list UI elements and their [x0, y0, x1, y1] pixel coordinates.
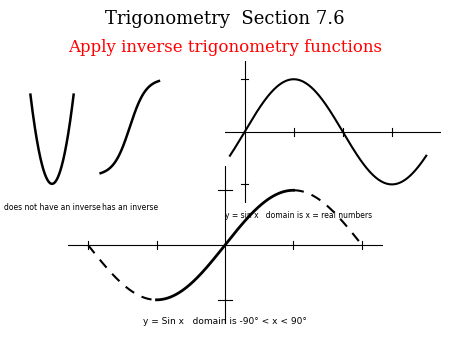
Text: Apply inverse trigonometry functions: Apply inverse trigonometry functions	[68, 39, 382, 56]
Text: Trigonometry  Section 7.6: Trigonometry Section 7.6	[105, 10, 345, 28]
Text: y = Sin x   domain is -90° < x < 90°: y = Sin x domain is -90° < x < 90°	[143, 317, 307, 326]
Text: does not have an inverse: does not have an inverse	[4, 203, 100, 212]
Text: has an inverse: has an inverse	[102, 203, 158, 212]
Text: y = sin x   domain is x = real numbers: y = sin x domain is x = real numbers	[225, 211, 372, 220]
